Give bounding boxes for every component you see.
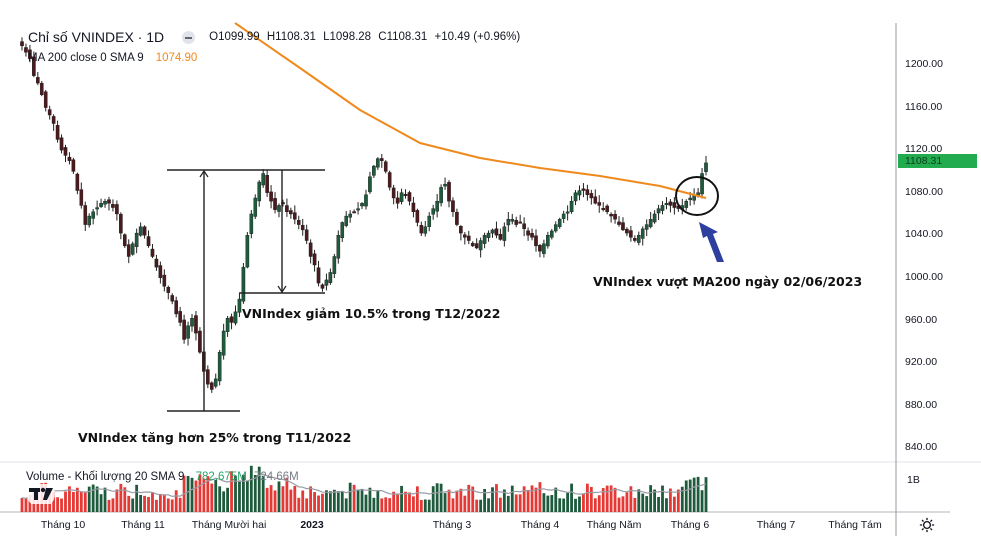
settings-gear-icon[interactable] <box>918 516 936 534</box>
change-value: +10.49 (+0.96%) <box>434 31 521 43</box>
rise-measure-annotation <box>167 169 325 412</box>
ma-label: MA 200 close 0 SMA 9 <box>28 52 144 64</box>
time-tick: Tháng 11 <box>121 519 165 531</box>
candlestick-series <box>20 37 708 393</box>
symbol-title[interactable]: Chỉ số VNINDEX · 1D <box>28 29 165 45</box>
volume-bars <box>20 465 708 512</box>
time-tick: Tháng Mười hai <box>191 519 267 531</box>
crossover-circle <box>675 176 719 216</box>
price-tick: 840.00 <box>905 441 938 453</box>
volume-axis-tick: 1B <box>907 474 920 486</box>
price-tick: 1000.00 <box>905 271 943 283</box>
collapse-legend-button[interactable] <box>182 30 196 44</box>
volume-sma-line <box>21 473 707 499</box>
open-value: O1099.99 <box>209 31 260 43</box>
volume-sma-value: 724.66M <box>254 471 299 483</box>
volume-current: 782.675M <box>195 471 247 483</box>
price-tick: 1120.00 <box>905 143 943 155</box>
annotation-rise-nov: VNIndex tăng hơn 25% trong T11/2022 <box>78 430 352 445</box>
fall-measure-annotation <box>240 170 325 294</box>
price-tick: 920.00 <box>905 356 938 368</box>
last-price-tag: 1108.31 <box>898 154 977 168</box>
time-tick: Tháng Năm <box>586 519 642 531</box>
annotation-fall-dec: VNIndex giảm 10.5% trong T12/2022 <box>242 306 501 321</box>
arrow-up-icon <box>699 222 724 262</box>
close-value: C1108.31 <box>378 31 428 43</box>
time-tick: Tháng 6 <box>670 519 710 531</box>
volume-legend[interactable]: Volume - Khối lượng 20 SMA 9 782.675M 72… <box>26 471 299 483</box>
annotation-cross-ma200: VNIndex vượt MA200 ngày 02/06/2023 <box>593 274 863 289</box>
time-tick: Tháng 4 <box>520 519 560 531</box>
time-tick: Tháng 7 <box>756 519 796 531</box>
ma-value: 1074.90 <box>155 52 198 64</box>
ma200-line <box>234 22 707 199</box>
price-tick: 1200.00 <box>905 58 943 70</box>
ma-legend[interactable]: MA 200 close 0 SMA 9 1074.90 <box>28 52 197 64</box>
price-tick: 960.00 <box>905 314 938 326</box>
low-value: L1098.28 <box>323 31 372 43</box>
time-tick: Tháng 10 <box>40 519 86 531</box>
time-tick: Tháng Tám <box>828 519 882 531</box>
price-tick: 1160.00 <box>905 101 943 113</box>
price-tick: 880.00 <box>905 399 938 411</box>
price-tick: 1080.00 <box>905 186 943 198</box>
tradingview-logo-icon[interactable] <box>26 484 56 504</box>
volume-label: Volume - Khối lượng 20 SMA 9 <box>26 471 185 483</box>
time-tick: Tháng 3 <box>432 519 472 531</box>
symbol-legend: Chỉ số VNINDEX · 1D O1099.99 H1108.31 L1… <box>28 29 524 45</box>
high-value: H1108.31 <box>266 31 316 43</box>
ohlc-values: O1099.99 H1108.31 L1098.28 C1108.31 +10.… <box>209 31 524 43</box>
price-tick: 1040.00 <box>905 228 943 240</box>
time-tick: 2023 <box>300 519 324 531</box>
